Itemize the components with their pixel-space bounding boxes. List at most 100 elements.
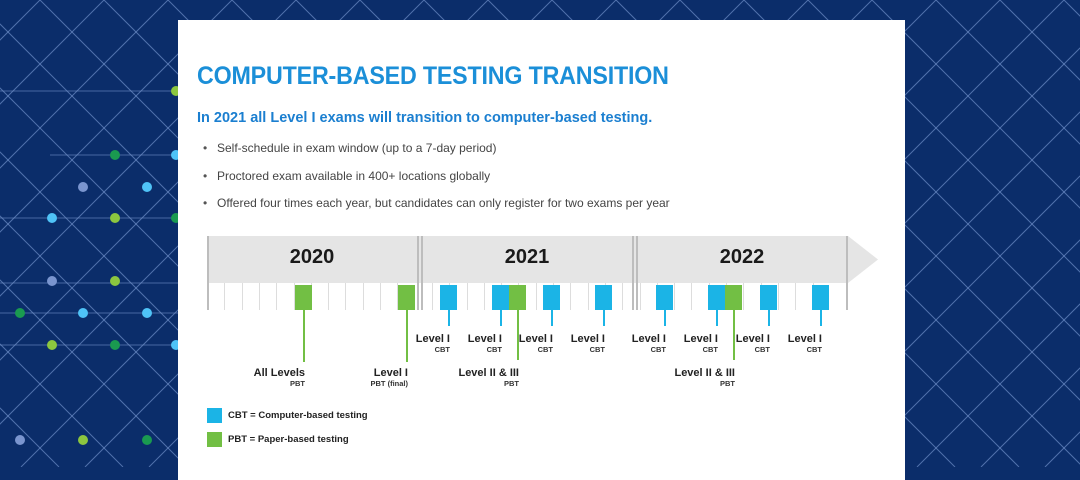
exam-level: Level I (631, 333, 666, 345)
network-node-icon (47, 276, 57, 286)
timeline-tick (241, 283, 243, 310)
year-label-2022: 2022 (719, 246, 765, 268)
exam-block-cbt (492, 285, 509, 310)
legend-swatch-pbt (207, 432, 222, 447)
timeline-arrow-icon (848, 236, 878, 283)
exam-label-cbt: Level I CBT (416, 333, 450, 355)
timeline-tick (380, 283, 381, 310)
exam-level: Level II & III (674, 367, 735, 379)
timeline-tick (795, 283, 797, 310)
exam-level: Level I (373, 367, 408, 379)
exam-connector (303, 310, 305, 362)
exam-label-cbt: Level I CBT (684, 333, 718, 355)
exam-format: CBT (806, 345, 822, 354)
exam-format: CBT (702, 345, 718, 354)
exam-format: CBT (650, 345, 666, 354)
timeline-tick (570, 283, 572, 310)
legend-label-cbt: CBT = Computer-based testing (228, 410, 368, 421)
exam-level: Level II & III (458, 367, 519, 379)
exam-level: Level I (518, 333, 553, 345)
exam-block-pbt (398, 285, 415, 310)
network-node-icon (78, 435, 88, 445)
network-node-icon (110, 150, 120, 160)
year-divider (846, 236, 848, 310)
exam-label-pbt: Level II & III PBT (458, 367, 519, 389)
timeline-tick (224, 283, 226, 310)
exam-label-cbt: Level I CBT (736, 333, 770, 355)
exam-block-cbt (812, 285, 829, 310)
exam-connector (500, 310, 502, 326)
timeline-tick (328, 283, 330, 310)
exam-label-pbt: Level II & III PBT (674, 367, 735, 389)
exam-level: Level I (787, 333, 822, 345)
exam-format: CBT (434, 345, 450, 354)
network-node-icon (110, 340, 120, 350)
year-divider (207, 236, 209, 310)
timeline-tick (362, 283, 364, 310)
exam-format: PBT (504, 379, 519, 388)
feature-list: Self-schedule in exam window (up to a 7-… (203, 140, 670, 223)
year-divider (636, 236, 638, 310)
exam-label-cbt: Level I CBT (571, 333, 605, 355)
timeline-tick (535, 283, 537, 310)
exam-block-cbt (440, 285, 457, 310)
exam-format: PBT (290, 379, 305, 388)
exam-format: CBT (589, 345, 605, 354)
exam-block-cbt (760, 285, 777, 310)
exam-label-pbt: All Levels PBT (254, 367, 305, 389)
timeline-tick (466, 283, 468, 310)
exam-label-cbt: Level I CBT (632, 333, 666, 355)
exam-block-cbt (543, 285, 560, 310)
exam-label-pbt: Level I PBT (final) (371, 367, 409, 389)
year-divider (632, 236, 634, 310)
timeline-tick (691, 283, 693, 310)
page-title: COMPUTER-BASED TESTING TRANSITION (197, 62, 669, 90)
timeline-tick (431, 283, 433, 310)
exam-connector (517, 310, 519, 360)
exam-level: Level I (735, 333, 770, 345)
exam-block-cbt (708, 285, 725, 310)
exam-connector (406, 310, 408, 362)
list-item: Self-schedule in exam window (up to a 7-… (203, 140, 670, 168)
exam-label-cbt: Level I CBT (468, 333, 502, 355)
exam-connector (768, 310, 770, 326)
network-node-icon (47, 340, 57, 350)
timeline-tick (674, 283, 676, 310)
exam-connector (551, 310, 553, 326)
timeline-tick (397, 283, 399, 310)
exam-format: CBT (486, 345, 502, 354)
timeline-tick (293, 283, 295, 310)
exam-level: Level I (467, 333, 502, 345)
exam-connector (603, 310, 605, 326)
network-node-icon (142, 182, 152, 192)
exam-connector (664, 310, 666, 326)
timeline-tick (622, 283, 624, 310)
exam-level: All Levels (253, 367, 305, 379)
legend-label-pbt: PBT = Paper-based testing (228, 434, 349, 445)
exam-connector (820, 310, 822, 326)
year-label-2020: 2020 (289, 246, 335, 268)
network-node-icon (15, 308, 25, 318)
year-divider (417, 236, 419, 310)
legend-swatch-cbt (207, 408, 222, 423)
network-node-icon (142, 435, 152, 445)
exam-format: PBT (720, 379, 735, 388)
timeline-tick (258, 283, 260, 310)
network-node-icon (78, 308, 88, 318)
exam-block-cbt (656, 285, 673, 310)
exam-block-cbt (595, 285, 612, 310)
exam-format: PBT (final) (370, 379, 409, 388)
exam-level: Level I (683, 333, 718, 345)
network-node-icon (110, 213, 120, 223)
year-divider (421, 236, 423, 310)
exam-label-cbt: Level I CBT (788, 333, 822, 355)
exam-connector (716, 310, 718, 326)
network-node-icon (142, 308, 152, 318)
exam-block-pbt (509, 285, 526, 310)
timeline-tick (276, 283, 278, 310)
page-subtitle: In 2021 all Level I exams will transitio… (197, 110, 653, 126)
timeline-tick (345, 283, 347, 310)
timeline-tick (777, 283, 779, 310)
timeline-band (207, 236, 848, 283)
exam-format: CBT (754, 345, 770, 354)
